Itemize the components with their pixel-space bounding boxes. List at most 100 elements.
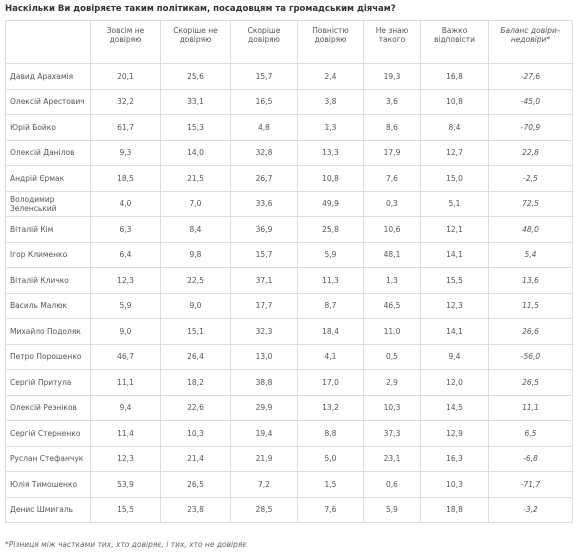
value-cell: 21,5 (160, 165, 231, 192)
data-row: Денис Шмигаль 15,5 23,8 28,5 7,6 5,9 18,8 -3,2 (5, 496, 573, 523)
value-cell: 15,0 (420, 165, 489, 192)
data-row: Ігор Клименко 6,4 9,8 15,7 5,9 48,1 14,1 5,4 (5, 241, 573, 268)
value-cell: 13,2 (297, 394, 364, 421)
value-cell: 8,4 (420, 114, 489, 141)
name-cell: Андрій Єрмак (5, 165, 91, 192)
value-cell: 46,5 (363, 292, 421, 319)
value-cell: 32,2 (90, 88, 161, 115)
value-cell: 7,6 (297, 496, 364, 523)
value-cell: 10,8 (297, 165, 364, 192)
value-cell: 23,8 (160, 496, 231, 523)
name-cell: Руслан Стефанчук (5, 445, 91, 472)
header-cell: Не знаю такого (363, 20, 421, 64)
name-cell: Володимир Зеленський (5, 190, 91, 217)
value-cell: 0,6 (363, 471, 421, 498)
value-cell: 3,8 (297, 88, 364, 115)
value-cell: 18,5 (90, 165, 161, 192)
value-cell: 18,2 (160, 369, 231, 396)
value-cell: 17,9 (363, 139, 421, 166)
value-cell: 15,5 (420, 267, 489, 294)
data-row: Олексій Арестович 32,2 33,1 16,5 3,8 3,6 10,8-… (5, 88, 573, 115)
value-cell: 22,8 (488, 139, 573, 166)
value-cell: -56,0 (488, 343, 573, 370)
value-cell: 26,7 (230, 165, 298, 192)
value-cell: 12,3 (90, 445, 161, 472)
name-cell: Денис Шмигаль (5, 496, 91, 523)
header-cell (5, 20, 91, 64)
value-cell: 17,7 (230, 292, 298, 319)
data-row: Володимир Зеленський 4,0 7,0 33,6 49,9 0,3 5,1… (5, 190, 573, 217)
value-cell: 15,1 (160, 318, 231, 345)
value-cell: -71,7 (488, 471, 573, 498)
value-cell: 5,9 (90, 292, 161, 319)
value-cell: 9,4 (420, 343, 489, 370)
value-cell: 8,6 (363, 114, 421, 141)
value-cell: 6,5 (488, 420, 573, 447)
value-cell: 19,3 (363, 63, 421, 90)
value-cell: 5,9 (297, 241, 364, 268)
value-cell: 9,3 (90, 139, 161, 166)
name-cell: Олексій Резніков (5, 394, 91, 421)
value-cell: -2,5 (488, 165, 573, 192)
value-cell: 72,5 (488, 190, 573, 217)
name-cell: Юрій Бойко (5, 114, 91, 141)
name-cell: Сергій Притула (5, 369, 91, 396)
value-cell: 9,4 (90, 394, 161, 421)
value-cell: 9,8 (160, 241, 231, 268)
name-cell: Сергій Стерненко (5, 420, 91, 447)
value-cell: 4,8 (230, 114, 298, 141)
value-cell: 22,5 (160, 267, 231, 294)
data-row: Василь Малюк 5,9 9,0 17,7 8,7 46,5 12,3 11,5 (5, 292, 573, 319)
value-cell: 0,5 (363, 343, 421, 370)
value-cell: 29,9 (230, 394, 298, 421)
value-cell: 26,5 (488, 369, 573, 396)
value-cell: 1,3 (363, 267, 421, 294)
data-row: Андрій Єрмак 18,5 21,5 26,7 10,8 7,6 15,0 -2,5 (5, 165, 573, 192)
name-cell: Віталій Кім (5, 216, 91, 243)
value-cell: 10,6 (363, 216, 421, 243)
data-row: Юлія Тимошенко 53,9 26,5 7,2 1,5 0,6 10,3 -71,7 (5, 471, 573, 498)
value-cell: 12,7 (420, 139, 489, 166)
data-row: Віталій Кім 6,3 8,4 36,9 25,8 10,6 12,1 48,0 (5, 216, 573, 243)
value-cell: 4,0 (90, 190, 161, 217)
value-cell: 16,5 (230, 88, 298, 115)
value-cell: 13,3 (297, 139, 364, 166)
value-cell: 19,4 (230, 420, 298, 447)
value-cell: 11,5 (488, 292, 573, 319)
header-cell: Зовсім не довіряю (90, 20, 161, 64)
value-cell: -27,6 (488, 63, 573, 90)
data-row: Михайло Подоляк 9,0 15,1 32,3 18,4 11,0 14,1 26… (5, 318, 573, 345)
value-cell: 9,0 (90, 318, 161, 345)
value-cell: 3,6 (363, 88, 421, 115)
value-cell: 6,4 (90, 241, 161, 268)
value-cell: 5,9 (363, 496, 421, 523)
value-cell: 36,9 (230, 216, 298, 243)
value-cell: 2,4 (297, 63, 364, 90)
header-cell: Скоріше не довіряю (160, 20, 231, 64)
name-cell: Олексій Данілов (5, 139, 91, 166)
value-cell: 16,8 (420, 63, 489, 90)
value-cell: 49,9 (297, 190, 364, 217)
data-row: Олексій Резніков 9,4 22,6 29,9 13,2 10,3 14,5 1… (5, 394, 573, 421)
value-cell: 12,3 (90, 267, 161, 294)
value-cell: 9,0 (160, 292, 231, 319)
value-cell: 10,3 (363, 394, 421, 421)
title: Наскільки Ви довіряєте таким політикам, … (5, 4, 396, 14)
name-cell: Віталій Кличко (5, 267, 91, 294)
value-cell: 61,7 (90, 114, 161, 141)
value-cell: 15,3 (160, 114, 231, 141)
data-row: Сергій Стерненко 11,4 10,3 19,4 8,8 37,3 12,9 6… (5, 420, 573, 447)
value-cell: 11,0 (363, 318, 421, 345)
value-cell: 12,9 (420, 420, 489, 447)
value-cell: 18,8 (420, 496, 489, 523)
value-cell: 14,5 (420, 394, 489, 421)
value-cell: 10,8 (420, 88, 489, 115)
value-cell: 33,1 (160, 88, 231, 115)
header-cell: Баланс довіри–недовіри* (488, 20, 573, 64)
value-cell: -45,0 (488, 88, 573, 115)
trust-table: Зовсім не довіряю Скоріше не довіряю Скорі… (5, 20, 573, 523)
value-cell: 38,8 (230, 369, 298, 396)
value-cell: 6,3 (90, 216, 161, 243)
data-row: Давид Арахамія 20,1 25,6 15,7 2,4 19,3 16,8 -27… (5, 63, 573, 90)
